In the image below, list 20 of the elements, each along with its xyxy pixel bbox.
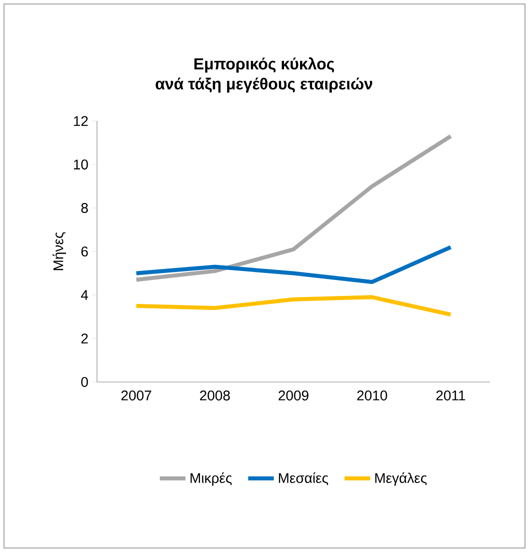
y-tick-label: 10 bbox=[74, 160, 88, 170]
line-series bbox=[134, 245, 453, 284]
legend-label: Μεγάλες bbox=[375, 472, 427, 486]
y-tick-label: 12 bbox=[74, 116, 88, 126]
legend-label: Μεσαίες bbox=[278, 472, 328, 486]
y-tick-label: 6 bbox=[81, 246, 88, 256]
legend-label: Μικρές bbox=[190, 472, 232, 486]
x-tick-label: 2010 bbox=[357, 390, 388, 400]
y-tick-label: 8 bbox=[81, 203, 88, 213]
y-axis-title: Μήνες bbox=[52, 232, 66, 270]
y-tick-label: 0 bbox=[81, 377, 88, 387]
y-tick-label: 4 bbox=[80, 290, 88, 300]
x-tick-label: 2008 bbox=[200, 390, 230, 400]
x-tick-label: 2011 bbox=[436, 390, 466, 400]
x-tick-label: 2009 bbox=[278, 390, 308, 400]
x-tick-label: 2007 bbox=[121, 390, 152, 400]
line-series bbox=[134, 295, 453, 317]
chart-title: Εμπορικός κύκλος ανά τάξη μεγέθους εταιρειών bbox=[156, 57, 372, 93]
y-tick-label: 2 bbox=[81, 334, 88, 344]
line-series bbox=[134, 134, 453, 282]
